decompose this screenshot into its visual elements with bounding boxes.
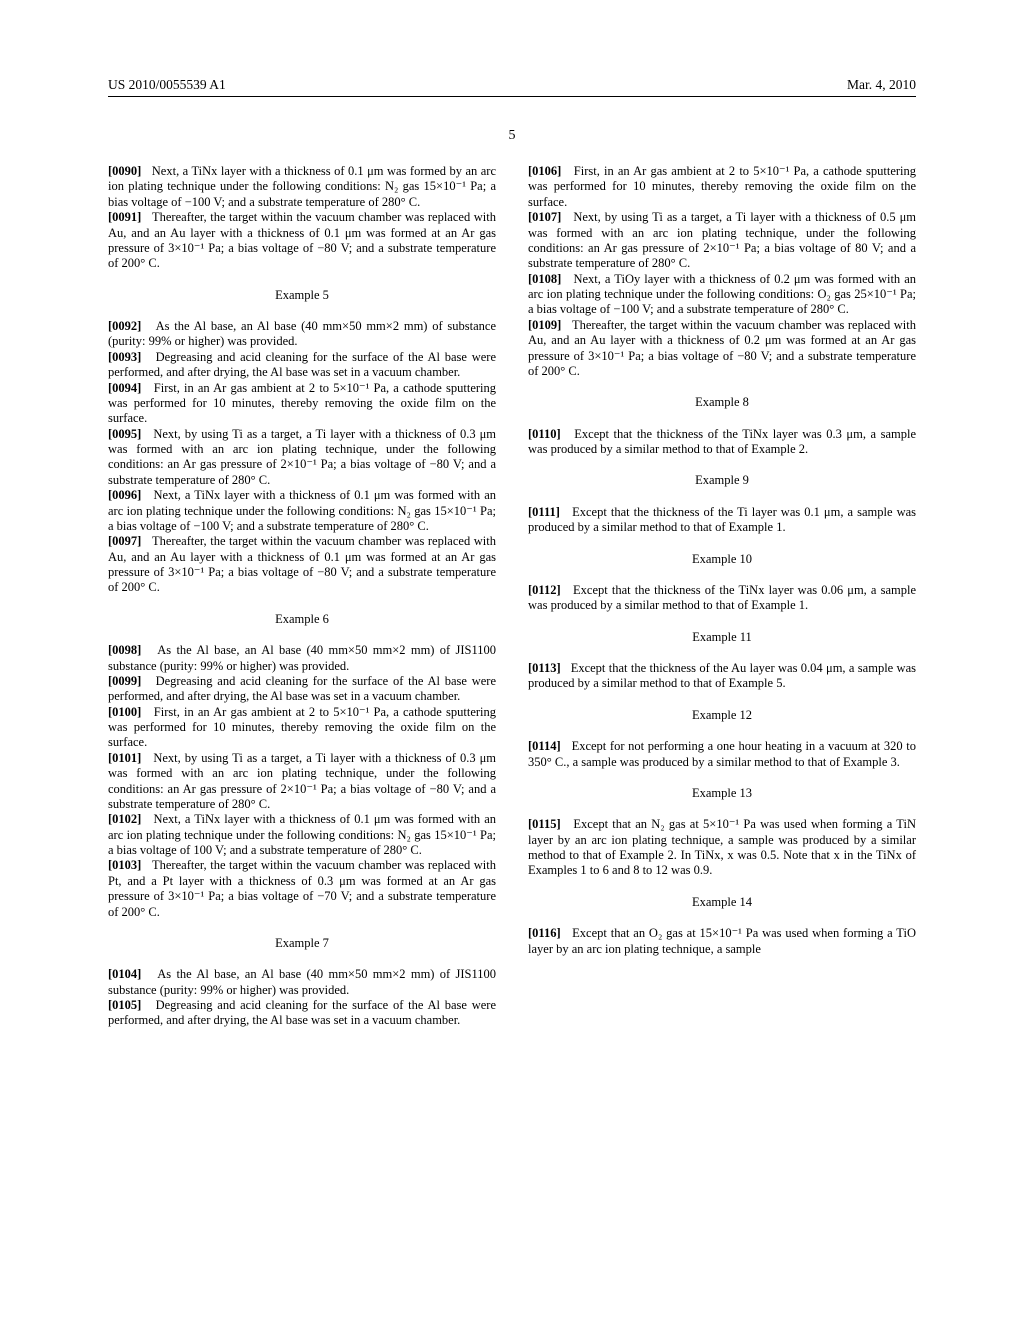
paragraph-text: Thereafter, the target within the vacuum… xyxy=(108,210,496,270)
paragraph: [0110] Except that the thickness of the … xyxy=(528,427,916,458)
left-column: [0090] Next, a TiNx layer with a thickne… xyxy=(108,164,496,1029)
paragraph-number: [0090] xyxy=(108,164,141,178)
paragraph-number: [0103] xyxy=(108,858,141,872)
publication-date: Mar. 4, 2010 xyxy=(847,77,916,93)
paragraph-text: Thereafter, the target within the vacuum… xyxy=(528,318,916,378)
example-heading: Example 14 xyxy=(528,895,916,910)
paragraph-number: [0095] xyxy=(108,427,141,441)
paragraph: [0112] Except that the thickness of the … xyxy=(528,583,916,614)
paragraph-number: [0104] xyxy=(108,967,141,981)
paragraph-text: First, in an Ar gas ambient at 2 to 5×10… xyxy=(108,705,496,750)
content-area: [0090] Next, a TiNx layer with a thickne… xyxy=(108,164,916,1029)
paragraph-number: [0094] xyxy=(108,381,141,395)
paragraph-number: [0112] xyxy=(528,583,561,597)
paragraph-number: [0114] xyxy=(528,739,561,753)
paragraph-number: [0107] xyxy=(528,210,561,224)
paragraph-text: As the Al base, an Al base (40 mm×50 mm×… xyxy=(108,967,496,996)
paragraph-text: Except that the thickness of the TiNx la… xyxy=(528,583,916,612)
paragraph-number: [0108] xyxy=(528,272,561,286)
paragraph-text: Except that an N₂ gas at 5×10⁻¹ Pa was u… xyxy=(528,817,916,877)
paragraph-number: [0106] xyxy=(528,164,561,178)
paragraph-number: [0093] xyxy=(108,350,141,364)
paragraph: [0092] As the Al base, an Al base (40 mm… xyxy=(108,319,496,350)
page-number: 5 xyxy=(509,128,516,144)
example-heading: Example 13 xyxy=(528,786,916,801)
paragraph-text: Next, a TiNx layer with a thickness of 0… xyxy=(108,164,496,209)
paragraph: [0104] As the Al base, an Al base (40 mm… xyxy=(108,967,496,998)
paragraph-text: First, in an Ar gas ambient at 2 to 5×10… xyxy=(528,164,916,209)
paragraph-text: Except that the thickness of the Au laye… xyxy=(528,661,916,690)
paragraph: [0102] Next, a TiNx layer with a thickne… xyxy=(108,812,496,858)
paragraph-number: [0097] xyxy=(108,534,141,548)
paragraph: [0099] Degreasing and acid cleaning for … xyxy=(108,674,496,705)
paragraph-number: [0099] xyxy=(108,674,141,688)
publication-number: US 2010/0055539 A1 xyxy=(108,77,226,93)
paragraph-number: [0110] xyxy=(528,427,561,441)
example-heading: Example 12 xyxy=(528,708,916,723)
paragraph: [0101] Next, by using Ti as a target, a … xyxy=(108,751,496,813)
example-heading: Example 5 xyxy=(108,288,496,303)
paragraph: [0091] Thereafter, the target within the… xyxy=(108,210,496,272)
paragraph-number: [0092] xyxy=(108,319,141,333)
paragraph-text: Next, by using Ti as a target, a Ti laye… xyxy=(528,210,916,270)
example-heading: Example 6 xyxy=(108,612,496,627)
paragraph-number: [0098] xyxy=(108,643,141,657)
paragraph: [0103] Thereafter, the target within the… xyxy=(108,858,496,920)
paragraph-number: [0102] xyxy=(108,812,141,826)
paragraph: [0108] Next, a TiOy layer with a thickne… xyxy=(528,272,916,318)
paragraph: [0116] Except that an O₂ gas at 15×10⁻¹ … xyxy=(528,926,916,957)
paragraph-text: As the Al base, an Al base (40 mm×50 mm×… xyxy=(108,643,496,672)
paragraph-text: Thereafter, the target within the vacuum… xyxy=(108,534,496,594)
right-column: [0106] First, in an Ar gas ambient at 2 … xyxy=(528,164,916,1029)
paragraph: [0095] Next, by using Ti as a target, a … xyxy=(108,427,496,489)
paragraph: [0113] Except that the thickness of the … xyxy=(528,661,916,692)
paragraph: [0097] Thereafter, the target within the… xyxy=(108,534,496,596)
paragraph-text: Next, by using Ti as a target, a Ti laye… xyxy=(108,427,496,487)
example-heading: Example 11 xyxy=(528,630,916,645)
paragraph-text: Except for not performing a one hour hea… xyxy=(528,739,916,768)
example-heading: Example 7 xyxy=(108,936,496,951)
paragraph-text: Next, a TiNx layer with a thickness of 0… xyxy=(108,488,496,533)
paragraph-text: Next, a TiOy layer with a thickness of 0… xyxy=(528,272,916,317)
paragraph-text: Degreasing and acid cleaning for the sur… xyxy=(108,350,496,379)
paragraph-number: [0115] xyxy=(528,817,561,831)
paragraph-number: [0105] xyxy=(108,998,141,1012)
paragraph-text: Degreasing and acid cleaning for the sur… xyxy=(108,674,496,703)
page-header: US 2010/0055539 A1 Mar. 4, 2010 xyxy=(0,77,1024,97)
example-heading: Example 10 xyxy=(528,552,916,567)
paragraph: [0098] As the Al base, an Al base (40 mm… xyxy=(108,643,496,674)
paragraph-number: [0116] xyxy=(528,926,561,940)
paragraph: [0107] Next, by using Ti as a target, a … xyxy=(528,210,916,272)
paragraph-text: Except that an O₂ gas at 15×10⁻¹ Pa was … xyxy=(528,926,916,955)
paragraph-text: Degreasing and acid cleaning for the sur… xyxy=(108,998,496,1027)
paragraph-text: Next, by using Ti as a target, a Ti laye… xyxy=(108,751,496,811)
paragraph-text: First, in an Ar gas ambient at 2 to 5×10… xyxy=(108,381,496,426)
paragraph: [0105] Degreasing and acid cleaning for … xyxy=(108,998,496,1029)
paragraph: [0096] Next, a TiNx layer with a thickne… xyxy=(108,488,496,534)
paragraph-text: Except that the thickness of the Ti laye… xyxy=(528,505,916,534)
paragraph: [0094] First, in an Ar gas ambient at 2 … xyxy=(108,381,496,427)
paragraph-number: [0113] xyxy=(528,661,561,675)
paragraph-number: [0109] xyxy=(528,318,561,332)
example-heading: Example 8 xyxy=(528,395,916,410)
paragraph-number: [0101] xyxy=(108,751,141,765)
paragraph-number: [0100] xyxy=(108,705,141,719)
paragraph: [0100] First, in an Ar gas ambient at 2 … xyxy=(108,705,496,751)
paragraph-text: Thereafter, the target within the vacuum… xyxy=(108,858,496,918)
paragraph-number: [0096] xyxy=(108,488,141,502)
paragraph-text: Except that the thickness of the TiNx la… xyxy=(528,427,916,456)
paragraph: [0109] Thereafter, the target within the… xyxy=(528,318,916,380)
paragraph-number: [0111] xyxy=(528,505,560,519)
paragraph: [0114] Except for not performing a one h… xyxy=(528,739,916,770)
paragraph: [0106] First, in an Ar gas ambient at 2 … xyxy=(528,164,916,210)
paragraph: [0111] Except that the thickness of the … xyxy=(528,505,916,536)
paragraph-text: Next, a TiNx layer with a thickness of 0… xyxy=(108,812,496,857)
paragraph: [0115] Except that an N₂ gas at 5×10⁻¹ P… xyxy=(528,817,916,879)
paragraph: [0093] Degreasing and acid cleaning for … xyxy=(108,350,496,381)
paragraph: [0090] Next, a TiNx layer with a thickne… xyxy=(108,164,496,210)
paragraph-number: [0091] xyxy=(108,210,141,224)
example-heading: Example 9 xyxy=(528,473,916,488)
paragraph-text: As the Al base, an Al base (40 mm×50 mm×… xyxy=(108,319,496,348)
